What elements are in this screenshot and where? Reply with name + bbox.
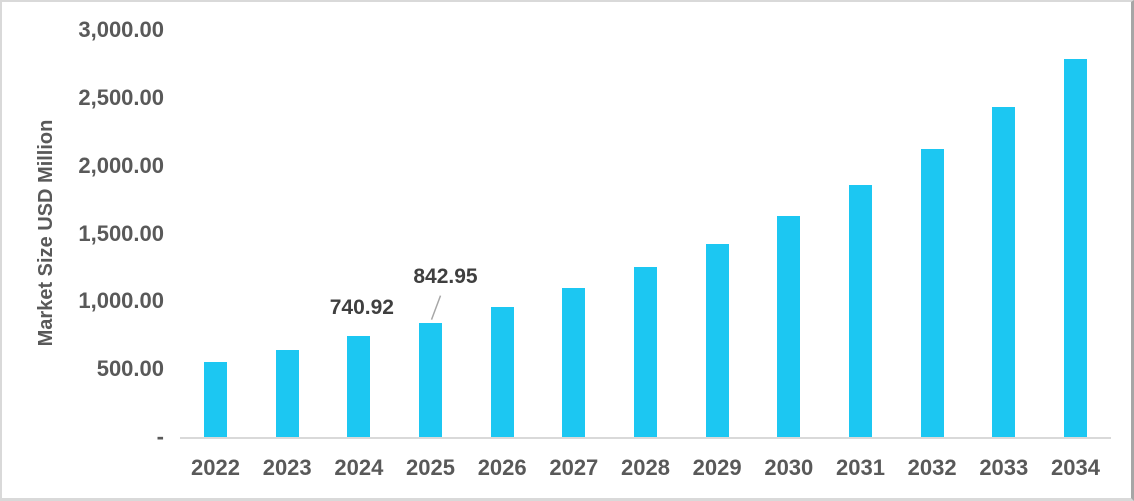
bar-2024 (347, 336, 371, 437)
bar-2022 (204, 362, 228, 437)
x-tick-label-2025: 2025 (406, 455, 455, 480)
bar-2023 (275, 350, 299, 437)
y-tick-label: 1,000.00 (78, 288, 164, 314)
x-tick-label-2032: 2032 (907, 455, 957, 480)
x-tick-label-2027: 2027 (549, 455, 599, 480)
x-tick-label-2023: 2023 (262, 455, 312, 480)
bar-2027 (562, 288, 586, 437)
bar-2032 (920, 148, 944, 437)
x-tick-label-2022: 2022 (191, 455, 240, 480)
bar-2026 (490, 306, 514, 437)
y-tick-label: 2,000.00 (78, 152, 164, 178)
bar-2028 (634, 267, 657, 437)
x-tick-label-2034: 2034 (1050, 455, 1100, 480)
y-tick-label: 500.00 (96, 356, 164, 382)
bar-2030 (777, 215, 801, 437)
x-tick-label-2031: 2031 (836, 455, 885, 480)
bar-2029 (705, 243, 729, 437)
bar-2033 (992, 106, 1016, 437)
y-tick-label: 3,000.00 (78, 17, 164, 42)
data-label-2025: 842.95 (413, 264, 478, 288)
y-tick-label: 2,500.00 (78, 84, 164, 110)
bar-2025 (419, 322, 442, 437)
x-tick-label-2024: 2024 (334, 455, 384, 480)
data-label-2024: 740.92 (329, 296, 394, 320)
y-tick-label: 1,500.00 (78, 220, 164, 246)
x-tick-label-2033: 2033 (979, 455, 1029, 480)
x-tick-label-2028: 2028 (621, 455, 670, 480)
bar-2034 (1063, 59, 1087, 437)
bar-2031 (848, 184, 872, 437)
leader-line-2025 (430, 295, 442, 320)
x-axis-line (179, 437, 1112, 439)
x-tick-label-2026: 2026 (477, 455, 527, 480)
y-tick-label: - (156, 424, 164, 449)
x-tick-label-2030: 2030 (764, 455, 814, 480)
x-tick-label-2029: 2029 (692, 455, 742, 480)
